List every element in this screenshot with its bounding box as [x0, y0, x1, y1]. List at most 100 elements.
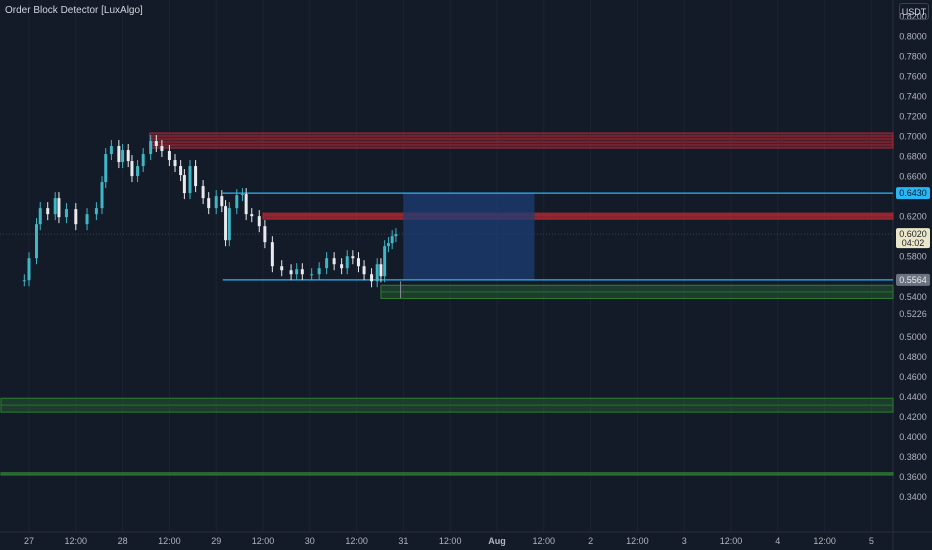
- candle-body: [207, 198, 211, 209]
- candle-body: [160, 146, 164, 152]
- candle-body: [325, 258, 329, 269]
- price-tick-label: 0.5800: [899, 252, 927, 262]
- candle-body: [154, 141, 158, 147]
- projection-rect: [403, 193, 535, 281]
- candle-body: [141, 154, 145, 167]
- candle-body: [34, 224, 38, 259]
- candle-body: [38, 208, 42, 225]
- candle-body: [130, 161, 134, 177]
- candle-body: [345, 256, 349, 269]
- candle-body: [362, 266, 366, 275]
- time-tick-label: 12:00: [345, 536, 368, 546]
- candle-body: [117, 146, 121, 163]
- price-tick-label: 0.4600: [899, 372, 927, 382]
- order-block-zone: [149, 132, 894, 149]
- candle-body: [289, 270, 293, 275]
- candle-body: [27, 258, 31, 281]
- price-tick-label: 0.5400: [899, 292, 927, 302]
- price-tick-label: 0.7800: [899, 51, 927, 61]
- candle-body: [179, 166, 183, 176]
- candle-body: [53, 198, 57, 215]
- time-tick-label: 28: [118, 536, 128, 546]
- time-tick-label: 30: [305, 536, 315, 546]
- candle-body: [109, 146, 113, 155]
- candle-body: [201, 186, 205, 199]
- currency-badge[interactable]: USDT: [899, 3, 929, 20]
- candle-body: [340, 264, 344, 269]
- price-tick-label: 0.6800: [899, 152, 927, 162]
- candle-body: [214, 196, 218, 209]
- candle-body: [182, 175, 186, 194]
- candle-body: [257, 216, 261, 227]
- time-tick-label: 12:00: [439, 536, 462, 546]
- candle-body: [85, 214, 89, 225]
- candle-body: [295, 269, 299, 275]
- time-tick-label: 12:00: [65, 536, 88, 546]
- price-tick-label: 0.6200: [899, 212, 927, 222]
- candle-body: [121, 150, 125, 163]
- candle-body: [126, 150, 130, 162]
- candle-body: [227, 208, 231, 241]
- time-tick-label: 12:00: [626, 536, 649, 546]
- candle-body: [188, 166, 192, 194]
- projection-box: [400, 193, 535, 299]
- candle-body: [250, 214, 254, 217]
- indicator-title[interactable]: Order Block Detector [LuxAlgo]: [5, 5, 143, 16]
- price-tag-label: 0.6430: [899, 188, 927, 198]
- candle-body: [94, 208, 98, 215]
- countdown-label: 04:02: [902, 238, 925, 248]
- price-tick-label: 0.7000: [899, 132, 927, 142]
- price-tick-label: 0.4800: [899, 352, 927, 362]
- candle-body: [370, 274, 374, 282]
- time-tick-label: 5: [869, 536, 874, 546]
- price-tag: [896, 273, 930, 286]
- candle-body: [46, 208, 50, 215]
- candle-body: [74, 209, 78, 225]
- candle-body: [310, 274, 314, 276]
- time-tick-label: Aug: [488, 536, 506, 546]
- time-axis[interactable]: 27 12:00 28 12:00 29 12:00 30 12:00 31 12:00 Aug 12…: [24, 536, 874, 546]
- price-tick-label: 0.5226: [899, 309, 927, 319]
- candle-body: [280, 266, 284, 271]
- candle-body: [394, 234, 398, 237]
- candle-body: [224, 206, 228, 241]
- candle-body: [235, 195, 239, 209]
- time-tick-label: 3: [682, 536, 687, 546]
- candle-body: [386, 243, 390, 247]
- candle-body: [263, 226, 267, 243]
- price-tag: [896, 187, 930, 200]
- candle-body: [136, 166, 140, 177]
- time-tick-label: 12:00: [252, 536, 275, 546]
- time-tick-label: 12:00: [158, 536, 181, 546]
- price-tick-label: 0.5000: [899, 332, 927, 342]
- candle-body: [167, 151, 171, 161]
- candle-body: [240, 194, 244, 196]
- price-axis[interactable]: 0.8200 0.8000 0.7800 0.7600 0.7400 0.7200 0.70…: [899, 11, 927, 502]
- time-tick-label: 2: [588, 536, 593, 546]
- order-block-zones: [0, 132, 894, 476]
- price-tick-label: 0.7200: [899, 111, 927, 121]
- candle-body: [194, 166, 198, 187]
- price-tick-label: 0.3800: [899, 452, 927, 462]
- candle-body: [379, 264, 383, 277]
- time-tick-label: 29: [211, 536, 221, 546]
- candle-body: [351, 256, 355, 259]
- price-tick-label: 0.4400: [899, 392, 927, 402]
- price-tick-label: 0.4200: [899, 412, 927, 422]
- order-block-zone: [262, 212, 894, 220]
- price-tick-label: 0.3400: [899, 492, 927, 502]
- candle-body: [383, 246, 387, 277]
- time-tick-label: 12:00: [813, 536, 836, 546]
- candle-body: [22, 280, 26, 282]
- candle-body: [64, 209, 68, 218]
- price-tag-label: 0.5564: [899, 275, 927, 285]
- price-tick-label: 0.6600: [899, 172, 927, 182]
- time-tick-label: 31: [398, 536, 408, 546]
- time-tick-label: 27: [24, 536, 34, 546]
- candle-body: [375, 264, 379, 282]
- candle-body: [332, 258, 336, 265]
- candle-body: [149, 141, 153, 155]
- price-tick-label: 0.4000: [899, 432, 927, 442]
